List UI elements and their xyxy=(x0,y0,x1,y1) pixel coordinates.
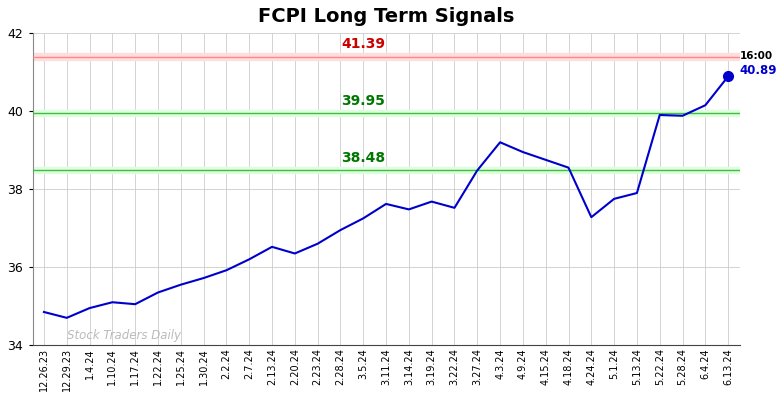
Text: 16:00: 16:00 xyxy=(739,51,773,61)
Bar xyxy=(33,53,739,60)
Bar xyxy=(33,167,739,174)
Text: 38.48: 38.48 xyxy=(341,151,385,165)
Text: 41.39: 41.39 xyxy=(341,37,385,51)
Text: 40.89: 40.89 xyxy=(739,64,777,77)
Bar xyxy=(33,110,739,116)
Title: FCPI Long Term Signals: FCPI Long Term Signals xyxy=(258,7,514,26)
Text: 39.95: 39.95 xyxy=(341,94,385,108)
Text: Stock Traders Daily: Stock Traders Daily xyxy=(67,329,181,342)
